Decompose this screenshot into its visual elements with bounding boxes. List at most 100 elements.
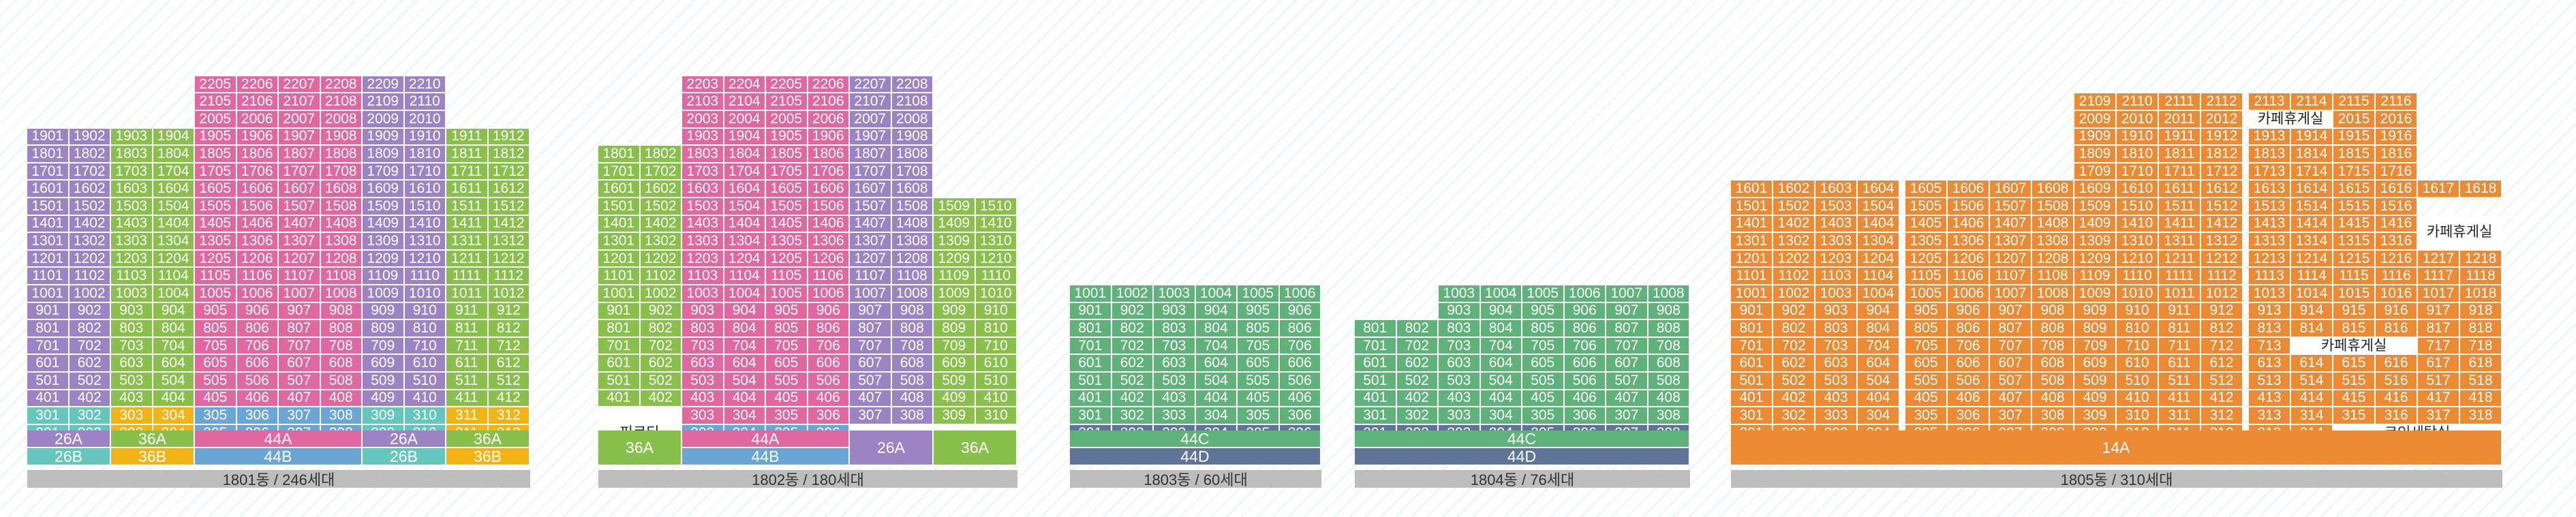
unit-cell: 1107 [279,268,321,285]
unit-cell: 904 [1480,302,1522,321]
unit-cell: 801 [1355,320,1397,338]
unit-cell: 408 [320,390,363,408]
unit-cell: 1605 [195,181,237,198]
unit-cell: 913 [2249,302,2291,321]
unit-cell: 305 [1522,407,1565,425]
unit-cell: 1204 [1858,250,1900,268]
unit-cell: 506 [1948,373,1990,390]
unit-cell: 706 [1948,337,1990,356]
unit-cell: 2007 [850,111,892,129]
unit-cell: 2005 [195,111,237,129]
unit-cell: 710 [2117,337,2159,356]
unit-cell: 1809 [363,146,405,163]
building-summary-bar: 1805동 / 310세대 [1731,470,2502,488]
unit-cell: 1202 [1773,250,1815,268]
unit-cell: 506 [1564,373,1606,390]
unit-cell: 1409 [2074,215,2117,234]
unit-cell: 1006 [1564,285,1606,303]
unit-cell: 1008 [2032,285,2074,303]
unit-cell: 710 [975,337,1017,356]
unit-cell: 505 [195,373,237,390]
unit-cell: 1711 [446,163,489,181]
unit-cell: 504 [724,373,766,390]
unit-cell: 705 [1905,337,1948,356]
unit-cell: 1408 [891,215,934,234]
unit-cell: 1114 [2291,268,2333,285]
unit-cell: 2006 [236,111,279,129]
unit-cell: 1607 [850,181,892,198]
unit-cell: 506 [808,373,850,390]
unit-cell: 806 [1279,320,1321,338]
unit-cell: 507 [279,373,321,390]
unit-cell: 309 [934,407,976,425]
unit-cell: 2108 [320,93,363,111]
unit-cell: 516 [2376,373,2418,390]
unit-cell: 1301 [1731,233,1773,251]
unit-cell: 414 [2291,390,2333,408]
unit-cell: 1710 [404,163,446,181]
unit-cell: 402 [1773,390,1815,408]
unit-cell: 1503 [111,198,153,216]
unit-type-44B: 44B [682,448,850,466]
unit-cell: 413 [2249,390,2291,408]
unit-cell: 1501 [598,198,641,216]
unit-cell: 304 [153,407,195,425]
unit-cell: 1201 [598,250,641,268]
unit-cell: 805 [766,320,808,338]
unit-cell: 1807 [279,146,321,163]
unit-cell: 1910 [404,128,446,146]
unit-type-36A: 36A [598,430,682,466]
unit-cell: 603 [111,355,153,373]
unit-cell: 607 [1990,355,2032,373]
unit-cell: 1206 [236,250,279,268]
unit-cell: 1002 [69,285,111,303]
unit-cell: 1305 [766,233,808,251]
unit-cell: 509 [934,373,976,390]
unit-cell: 311 [2159,407,2201,425]
unit-cell: 1308 [320,233,363,251]
unit-cell: 403 [1154,390,1196,408]
unit-cell: 908 [2032,302,2074,321]
unit-cell: 609 [2074,355,2117,373]
building-summary-bar: 1801동 / 246세대 [27,470,530,488]
unit-cell: 1208 [2032,250,2074,268]
unit-cell: 510 [2117,373,2159,390]
unit-cell: 1408 [320,215,363,234]
unit-cell: 1705 [766,163,808,181]
unit-cell: 607 [279,355,321,373]
unit-cell: 1105 [766,268,808,285]
unit-cell: 1203 [682,250,724,268]
unit-type-44A: 44A [682,430,850,448]
unit-cell: 1108 [891,268,934,285]
unit-cell: 816 [2376,320,2418,338]
unit-cell: 2206 [236,76,279,94]
unit-cell: 601 [27,355,70,373]
unit-cell: 1307 [850,233,892,251]
unit-cell: 806 [808,320,850,338]
unit-cell: 701 [27,337,70,356]
unit-cell: 707 [279,337,321,356]
unit-cell: 912 [488,302,530,321]
unit-cell: 1207 [279,250,321,268]
building-summary-bar: 1804동 / 76세대 [1355,470,1690,488]
unit-cell: 2111 [2159,93,2201,111]
unit-cell: 1611 [446,181,489,198]
unit-cell: 604 [1858,355,1900,373]
unit-cell: 906 [236,302,279,321]
unit-cell: 614 [2291,355,2333,373]
unit-cell: 404 [1858,390,1900,408]
unit-type-36A: 36A [111,430,195,448]
unit-cell: 1812 [2201,146,2243,163]
unit-cell: 602 [1773,355,1815,373]
unit-cell: 1511 [446,198,489,216]
unit-cell: 1714 [2291,163,2333,181]
unit-cell: 1212 [488,250,530,268]
unit-cell: 1306 [808,233,850,251]
unit-cell: 802 [69,320,111,338]
unit-cell: 601 [1731,355,1773,373]
unit-cell: 1805 [766,146,808,163]
unit-cell: 1105 [1905,268,1948,285]
unit-cell: 1301 [27,233,70,251]
unit-cell: 1407 [1990,215,2032,234]
unit-cell: 1101 [27,268,70,285]
